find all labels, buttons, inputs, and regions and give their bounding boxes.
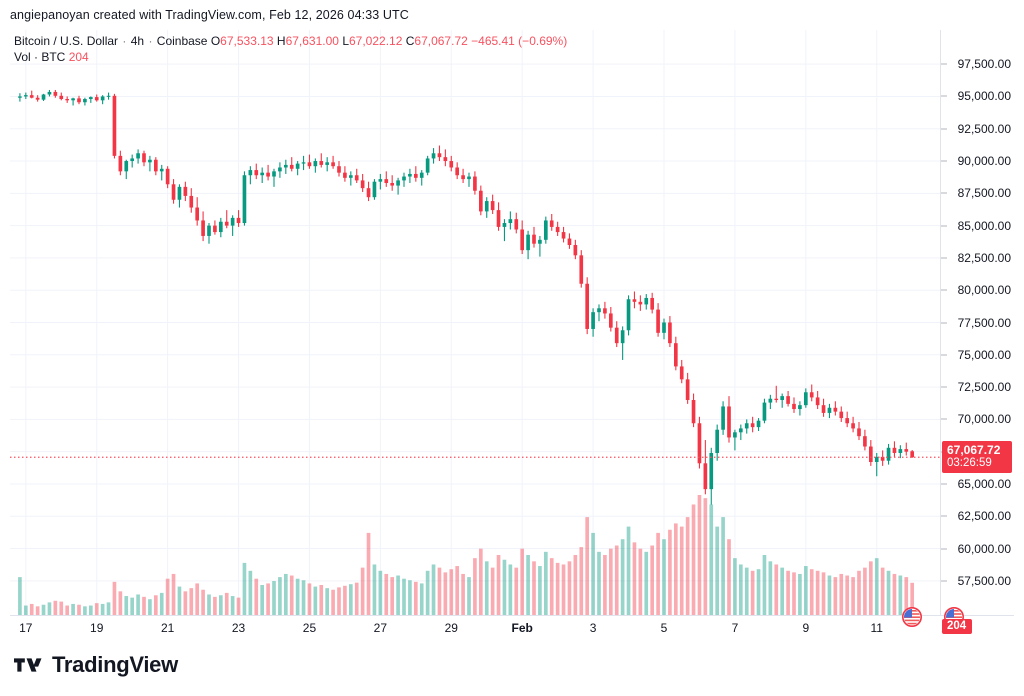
time-tick-label: 11 [870, 621, 883, 635]
price-tick-label: 97,500.00 [957, 57, 1011, 72]
price-tick-label: 92,500.00 [957, 121, 1011, 136]
time-tick-label: 23 [231, 621, 246, 635]
tradingview-mark-icon [14, 658, 42, 672]
time-tick-label: 27 [373, 621, 388, 635]
price-tick-dash [941, 580, 947, 582]
price-tick-label: 60,000.00 [957, 541, 1011, 556]
time-tick-label: 5 [660, 621, 668, 635]
attribution-text: angiepanoyan created with TradingView.co… [10, 8, 409, 22]
price-tick-label: 77,500.00 [957, 315, 1011, 330]
time-tick-label: 21 [160, 621, 175, 635]
price-tick-dash [941, 225, 947, 227]
price-tick-label: 95,000.00 [957, 89, 1011, 104]
economic-event-flag-icon[interactable] [901, 606, 923, 628]
price-tick-label: 80,000.00 [957, 283, 1011, 298]
price-tick-label: 90,000.00 [957, 154, 1011, 169]
price-tick-dash [941, 192, 947, 194]
price-tick-dash [941, 386, 947, 388]
price-tick-dash [941, 160, 947, 162]
price-tick-dash [941, 63, 947, 65]
time-scale[interactable]: 17192123252729Feb35791113 [10, 615, 1014, 641]
price-tick-label: 62,500.00 [957, 509, 1011, 524]
time-tick-label: 25 [302, 621, 317, 635]
time-tick-label: 9 [802, 621, 810, 635]
current-price-value: 67,067.72 [947, 443, 1001, 458]
price-tick-label: 87,500.00 [957, 186, 1011, 201]
price-tick-dash [941, 354, 947, 356]
price-tick-dash [941, 515, 947, 517]
price-tick-label: 72,500.00 [957, 380, 1011, 395]
price-tick-dash [941, 548, 947, 550]
tradingview-logo: TradingView [14, 652, 178, 678]
tradingview-wordmark: TradingView [52, 652, 178, 677]
plot-area[interactable] [10, 30, 940, 615]
price-tick-label: 85,000.00 [957, 218, 1011, 233]
time-tick-label: 29 [444, 621, 458, 635]
bar-countdown-timer: 03:26:59 [947, 457, 992, 470]
price-tick-label: 57,500.00 [957, 573, 1011, 588]
price-tick-label: 65,000.00 [957, 476, 1011, 491]
price-tick-dash [941, 128, 947, 130]
candlestick-series [18, 89, 915, 615]
price-tick-dash [941, 257, 947, 259]
chart-gridlines [10, 30, 940, 615]
chart-frame: Bitcoin / U.S. Dollar · 4h · Coinbase O6… [10, 30, 1014, 640]
price-tick-dash [941, 95, 947, 97]
time-tick-label: 3 [589, 621, 597, 635]
time-tick-label: 7 [731, 621, 739, 635]
time-tick-label: Feb [511, 621, 533, 635]
price-tick-dash [941, 418, 947, 420]
price-tick-dash [941, 322, 947, 323]
time-tick-label: 17 [19, 621, 33, 635]
price-tick-label: 75,000.00 [957, 347, 1011, 362]
time-tick-label: 19 [90, 621, 104, 635]
price-tick-dash [941, 289, 947, 291]
price-tick-dash [941, 483, 947, 485]
price-line-overlay [10, 456, 940, 458]
current-price-badge[interactable]: 67,067.72 03:26:59 [942, 441, 1012, 474]
volume-value-badge[interactable]: 204 [942, 619, 973, 634]
price-scale[interactable]: 67,067.72 03:26:59 204 97,500.00 95,000.0… [940, 30, 1015, 634]
price-tick-label: 70,000.00 [957, 412, 1011, 427]
price-tick-label: 82,500.00 [957, 250, 1011, 265]
